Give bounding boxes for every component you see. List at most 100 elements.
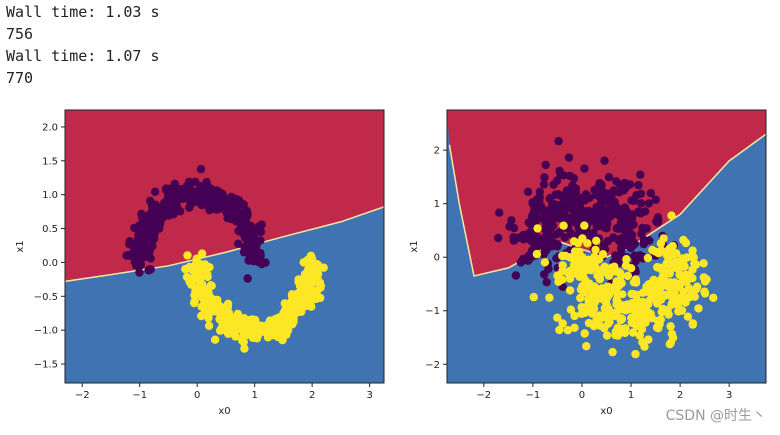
x-tick-label: 0 xyxy=(579,390,585,401)
point-class0 xyxy=(598,215,607,224)
chart-1: −2 −1 0 1 2 3 −1.5 −1.0 −0.5 0.0 0.5 1.0 1.5 2.0 x0 x1 xyxy=(15,109,385,417)
point-class1 xyxy=(196,273,205,282)
point-class0 xyxy=(543,207,553,217)
point-class0 xyxy=(234,239,243,248)
point-class1 xyxy=(285,301,294,310)
point-class0 xyxy=(636,199,646,208)
point-class1 xyxy=(590,282,599,291)
point-class1 xyxy=(558,319,567,328)
point-class1 xyxy=(627,289,636,299)
point-class0 xyxy=(620,178,629,188)
point-class1 xyxy=(302,256,311,265)
point-class0 xyxy=(631,257,640,266)
point-class1 xyxy=(641,318,650,327)
point-class1 xyxy=(634,320,644,329)
point-class1 xyxy=(296,300,305,309)
point-class1 xyxy=(197,249,207,258)
output-line-walltime-1: Wall time: 1.03 s xyxy=(6,3,160,21)
point-class1 xyxy=(289,314,298,323)
watermark: CSDN @时生丶 xyxy=(665,408,766,424)
point-class0 xyxy=(523,187,533,196)
point-class1 xyxy=(626,264,636,273)
point-class1 xyxy=(709,293,718,302)
point-class1 xyxy=(299,286,308,296)
point-class1 xyxy=(664,310,673,319)
point-class1 xyxy=(540,258,550,267)
point-class0 xyxy=(541,160,550,170)
point-class1 xyxy=(223,302,232,312)
point-class1 xyxy=(576,293,585,303)
point-class0 xyxy=(555,214,564,223)
point-class0 xyxy=(170,182,179,191)
point-class0 xyxy=(621,240,630,250)
point-class1 xyxy=(668,241,677,251)
point-class1 xyxy=(529,292,538,302)
point-class0 xyxy=(227,195,236,204)
point-class1 xyxy=(687,252,696,261)
point-class0 xyxy=(535,187,544,196)
point-class1 xyxy=(655,320,664,329)
point-class1 xyxy=(582,342,591,351)
point-class1 xyxy=(589,304,599,313)
x-tick-label: −2 xyxy=(75,390,90,401)
point-class1 xyxy=(666,322,675,331)
point-class1 xyxy=(591,245,600,255)
point-class1 xyxy=(608,347,617,357)
point-class0 xyxy=(621,228,630,237)
point-class1 xyxy=(240,344,249,353)
point-class0 xyxy=(535,195,544,205)
point-class1 xyxy=(662,259,671,269)
point-class0 xyxy=(532,241,541,250)
point-class1 xyxy=(192,254,201,263)
point-class0 xyxy=(210,195,219,204)
point-class1 xyxy=(602,331,612,340)
point-class1 xyxy=(674,307,683,316)
point-class1 xyxy=(677,278,686,288)
point-class1 xyxy=(566,305,576,314)
point-class0 xyxy=(122,251,131,260)
point-class0 xyxy=(250,236,259,245)
point-class1 xyxy=(681,298,690,307)
point-class1 xyxy=(183,251,192,260)
point-class0 xyxy=(251,228,261,237)
point-class0 xyxy=(599,240,609,249)
point-class0 xyxy=(145,234,155,244)
point-class1 xyxy=(613,323,622,332)
point-class0 xyxy=(619,186,628,195)
point-class1 xyxy=(221,319,231,328)
point-class0 xyxy=(129,243,139,252)
point-class0 xyxy=(192,196,202,205)
point-class1 xyxy=(638,288,648,297)
point-class1 xyxy=(578,271,588,281)
point-class1 xyxy=(204,321,214,330)
point-class0 xyxy=(158,205,167,215)
point-class1 xyxy=(273,332,282,342)
point-class1 xyxy=(614,268,623,277)
point-class1 xyxy=(620,328,630,338)
point-class1 xyxy=(181,264,190,274)
point-class1 xyxy=(654,289,663,298)
point-class1 xyxy=(653,299,662,308)
point-class1 xyxy=(631,349,640,359)
output-line-count-1: 756 xyxy=(6,25,34,43)
point-class1 xyxy=(604,271,614,280)
point-class1 xyxy=(573,238,583,248)
point-class0 xyxy=(528,210,538,220)
y-tick-label: 1.0 xyxy=(42,190,58,201)
point-class1 xyxy=(688,319,698,328)
point-class0 xyxy=(494,233,503,243)
plot-frame xyxy=(446,109,767,384)
point-class1 xyxy=(693,282,702,291)
point-class0 xyxy=(555,228,564,237)
point-class1 xyxy=(190,298,199,308)
point-class1 xyxy=(690,292,699,301)
point-class0 xyxy=(540,270,549,279)
point-class0 xyxy=(540,173,549,182)
point-class1 xyxy=(638,304,647,313)
point-class1 xyxy=(533,224,542,233)
point-class0 xyxy=(146,226,156,236)
x-tick-label: 0 xyxy=(194,390,200,401)
point-class0 xyxy=(524,228,534,238)
point-class0 xyxy=(599,206,608,215)
